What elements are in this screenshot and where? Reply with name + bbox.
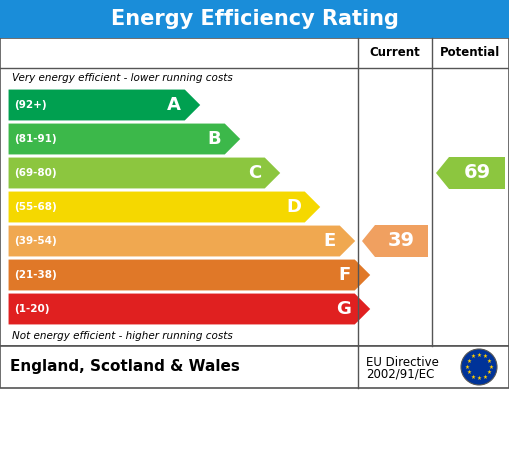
Text: (1-20): (1-20) (14, 304, 49, 314)
Bar (0, 346, 509, 388)
Polygon shape (8, 259, 371, 291)
Text: E: E (324, 232, 336, 250)
Text: Energy Efficiency Rating: Energy Efficiency Rating (110, 9, 399, 29)
Text: ★: ★ (471, 375, 475, 380)
Text: ★: ★ (476, 376, 482, 381)
Text: (92+): (92+) (14, 100, 47, 110)
Text: ★: ★ (487, 359, 492, 364)
Text: 2002/91/EC: 2002/91/EC (366, 368, 434, 381)
Text: 39: 39 (388, 232, 415, 250)
Text: EU Directive: EU Directive (366, 355, 439, 368)
Text: Not energy efficient - higher running costs: Not energy efficient - higher running co… (12, 331, 233, 341)
Text: ★: ★ (471, 354, 475, 360)
Text: C: C (248, 164, 261, 182)
Polygon shape (8, 225, 356, 257)
Text: Potential: Potential (440, 47, 501, 59)
Text: ★: ★ (487, 370, 492, 375)
Text: England, Scotland & Wales: England, Scotland & Wales (10, 360, 240, 375)
Text: F: F (339, 266, 351, 284)
Bar (0, 38, 509, 346)
Text: ★: ★ (476, 353, 482, 358)
Polygon shape (8, 191, 321, 223)
Text: 69: 69 (463, 163, 491, 183)
Text: Current: Current (370, 47, 420, 59)
Polygon shape (8, 157, 281, 189)
Text: (55-68): (55-68) (14, 202, 56, 212)
Polygon shape (436, 157, 505, 189)
Text: D: D (286, 198, 301, 216)
Circle shape (461, 349, 497, 385)
Polygon shape (8, 293, 371, 325)
Text: ★: ★ (483, 375, 487, 380)
Polygon shape (8, 89, 201, 121)
Text: ★: ★ (488, 365, 493, 369)
Text: ★: ★ (466, 370, 471, 375)
Text: A: A (167, 96, 181, 114)
Polygon shape (8, 123, 241, 155)
Text: G: G (336, 300, 351, 318)
Bar (0, 0, 509, 38)
Text: Very energy efficient - lower running costs: Very energy efficient - lower running co… (12, 73, 233, 83)
Text: ★: ★ (465, 365, 470, 369)
Text: (21-38): (21-38) (14, 270, 56, 280)
Text: ★: ★ (466, 359, 471, 364)
Text: (69-80): (69-80) (14, 168, 56, 178)
Polygon shape (362, 225, 428, 257)
Text: ★: ★ (483, 354, 487, 360)
Text: B: B (207, 130, 221, 148)
Text: (39-54): (39-54) (14, 236, 56, 246)
Text: (81-91): (81-91) (14, 134, 56, 144)
